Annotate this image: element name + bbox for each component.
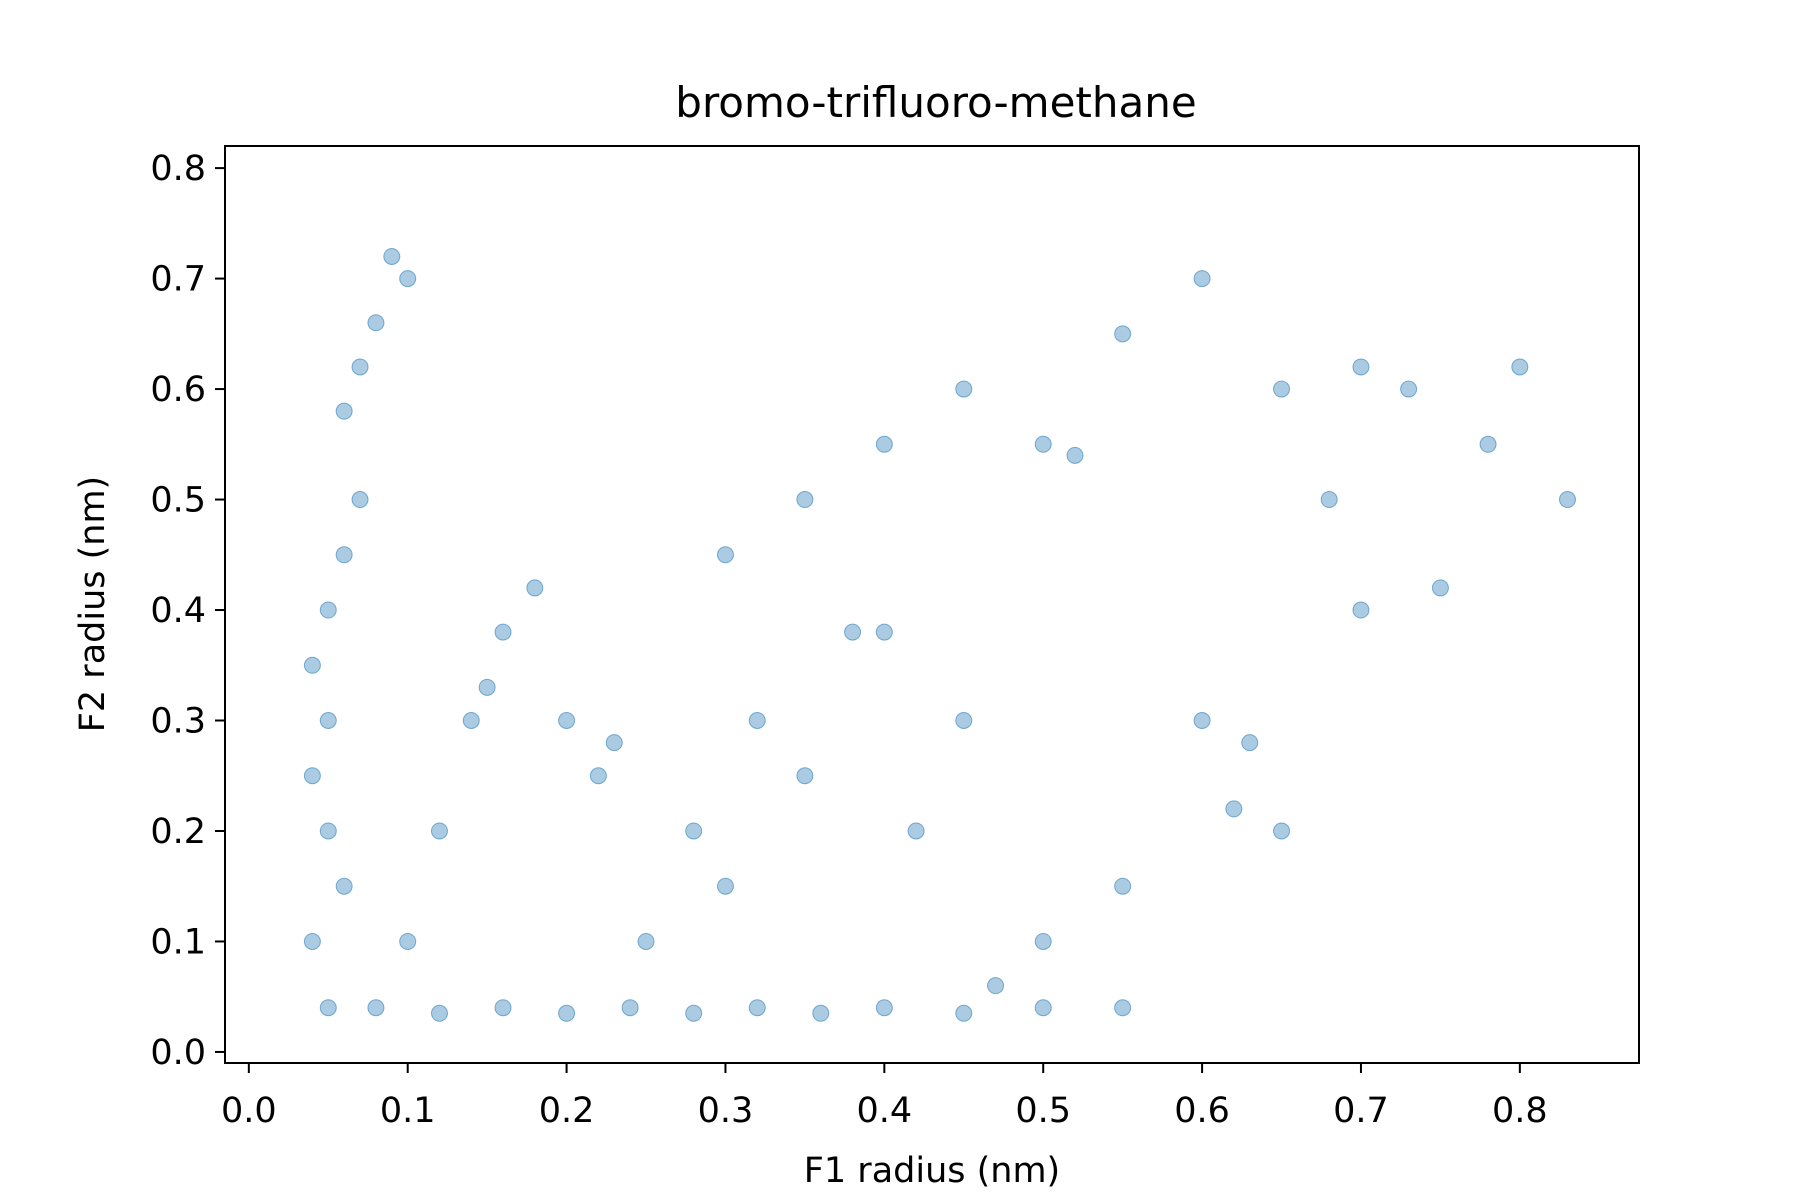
scatter-point bbox=[1225, 800, 1243, 818]
scatter-point bbox=[875, 623, 893, 641]
scatter-point bbox=[844, 623, 862, 641]
scatter-point bbox=[716, 546, 734, 564]
scatter-point bbox=[748, 712, 766, 730]
scatter-point bbox=[1400, 380, 1418, 398]
scatter-point bbox=[383, 247, 401, 265]
x-tick-label: 0.3 bbox=[698, 1091, 754, 1131]
y-tick-label: 0.4 bbox=[150, 591, 206, 631]
x-axis: 0.0 0.1 0.2 0.3 0.4 0.5 0.6 0.7 0.8 bbox=[221, 1063, 1548, 1131]
scatter-point bbox=[319, 822, 337, 840]
y-tick-label: 0.7 bbox=[150, 260, 206, 300]
y-axis: 0.0 0.1 0.2 0.3 0.4 0.5 0.6 0.7 0.8 bbox=[150, 149, 225, 1073]
scatter-point bbox=[748, 999, 766, 1017]
x-tick-label: 0.2 bbox=[539, 1091, 595, 1131]
scatter-point bbox=[621, 999, 639, 1017]
scatter-point bbox=[685, 822, 703, 840]
scatter-point bbox=[1114, 999, 1132, 1017]
scatter-point bbox=[367, 314, 385, 332]
scatter-point bbox=[955, 712, 973, 730]
scatter-point bbox=[303, 656, 321, 674]
scatter-point bbox=[605, 734, 623, 752]
x-tick-label: 0.7 bbox=[1333, 1091, 1389, 1131]
scatter-point bbox=[1479, 435, 1497, 453]
scatter-point bbox=[462, 712, 480, 730]
y-tick-label: 0.6 bbox=[150, 370, 206, 410]
scatter-point bbox=[1320, 491, 1338, 509]
scatter-point bbox=[875, 435, 893, 453]
y-axis-title: F2 radius (nm) bbox=[73, 476, 113, 732]
scatter-point bbox=[796, 491, 814, 509]
y-tick-label: 0.0 bbox=[150, 1033, 206, 1073]
scatter-point bbox=[319, 999, 337, 1017]
scatter-point bbox=[685, 1004, 703, 1022]
scatter-point bbox=[637, 932, 655, 950]
scatter-point bbox=[399, 270, 417, 288]
scatter-point bbox=[589, 767, 607, 785]
scatter-point bbox=[351, 491, 369, 509]
scatter-point bbox=[1273, 380, 1291, 398]
scatter-point bbox=[1114, 877, 1132, 895]
scatter-point bbox=[716, 877, 734, 895]
scatter-point bbox=[812, 1004, 830, 1022]
x-tick-label: 0.6 bbox=[1174, 1091, 1230, 1131]
y-tick-label: 0.8 bbox=[150, 149, 206, 189]
scatter-point bbox=[875, 999, 893, 1017]
x-tick-label: 0.1 bbox=[380, 1091, 436, 1131]
chart-title: bromo-trifluoro-methane bbox=[675, 78, 1196, 127]
scatter-point bbox=[335, 877, 353, 895]
x-tick-label: 0.0 bbox=[221, 1091, 277, 1131]
scatter-point bbox=[558, 1004, 576, 1022]
scatter-point bbox=[303, 932, 321, 950]
scatter-point bbox=[1193, 712, 1211, 730]
scatter-point bbox=[1352, 601, 1370, 619]
scatter-point bbox=[335, 402, 353, 420]
scatter-point bbox=[303, 767, 321, 785]
scatter-point bbox=[319, 601, 337, 619]
scatter-point bbox=[1034, 932, 1052, 950]
y-tick-label: 0.5 bbox=[150, 481, 206, 521]
y-tick-label: 0.2 bbox=[150, 812, 206, 852]
scatter-point bbox=[526, 579, 544, 597]
scatter-point bbox=[367, 999, 385, 1017]
scatter-point bbox=[1114, 325, 1132, 343]
x-axis-title: F1 radius (nm) bbox=[804, 1151, 1060, 1191]
scatter-points bbox=[303, 247, 1577, 1022]
scatter-point bbox=[1559, 491, 1577, 509]
plot-frame bbox=[224, 145, 1640, 1064]
scatter-point bbox=[351, 358, 369, 376]
scatter-point bbox=[955, 1004, 973, 1022]
y-tick-label: 0.1 bbox=[150, 922, 206, 962]
scatter-point bbox=[494, 623, 512, 641]
scatter-point bbox=[1431, 579, 1449, 597]
scatter-point bbox=[399, 932, 417, 950]
scatter-point bbox=[1034, 999, 1052, 1017]
y-tick-label: 0.3 bbox=[150, 702, 206, 742]
scatter-point bbox=[319, 712, 337, 730]
scatter-point bbox=[1193, 270, 1211, 288]
scatter-point bbox=[1066, 446, 1084, 464]
x-tick-label: 0.5 bbox=[1015, 1091, 1071, 1131]
plot-area bbox=[225, 146, 1639, 1063]
x-tick-label: 0.8 bbox=[1492, 1091, 1548, 1131]
scatter-point bbox=[987, 977, 1005, 995]
scatter-point bbox=[1034, 435, 1052, 453]
scatter-point bbox=[494, 999, 512, 1017]
scatter-point bbox=[1241, 734, 1259, 752]
scatter-point bbox=[796, 767, 814, 785]
scatter-point bbox=[430, 822, 448, 840]
scatter-point bbox=[1273, 822, 1291, 840]
scatter-point bbox=[558, 712, 576, 730]
scatter-point bbox=[335, 546, 353, 564]
x-tick-label: 0.4 bbox=[857, 1091, 913, 1131]
scatter-point bbox=[955, 380, 973, 398]
scatter-point bbox=[1352, 358, 1370, 376]
scatter-point bbox=[478, 678, 496, 696]
scatter-point bbox=[907, 822, 925, 840]
scatter-point bbox=[1511, 358, 1529, 376]
scatter-point bbox=[430, 1004, 448, 1022]
